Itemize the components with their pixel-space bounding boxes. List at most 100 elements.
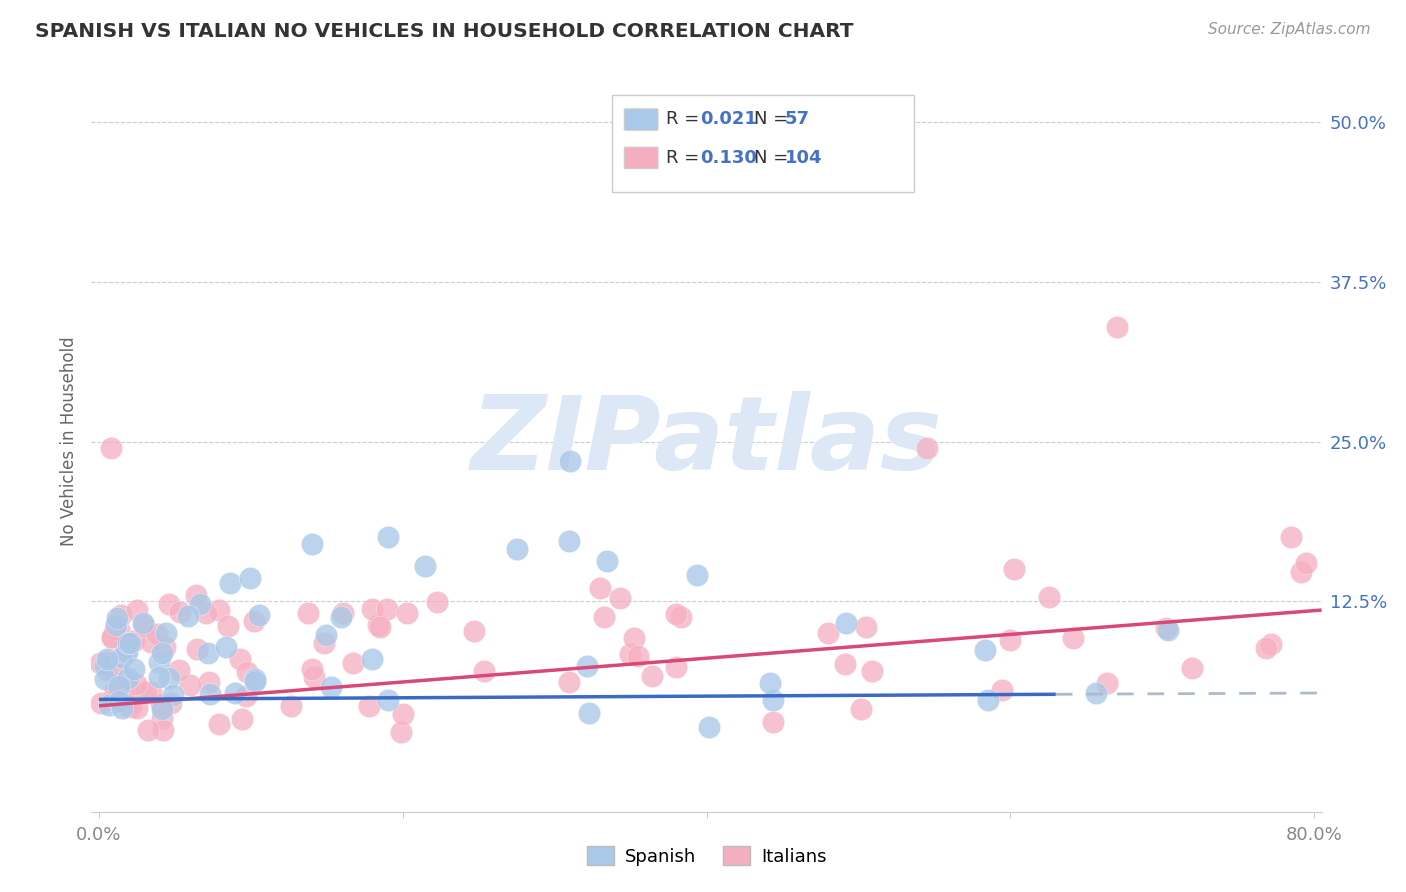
Point <box>120 699 142 714</box>
Point <box>1279 530 1302 544</box>
Text: ZIPatlas: ZIPatlas <box>471 391 942 492</box>
Text: N =: N = <box>754 149 793 167</box>
Point <box>115 643 138 657</box>
Point <box>159 696 181 710</box>
Point <box>117 636 139 650</box>
Point <box>395 606 418 620</box>
Point <box>167 663 190 677</box>
Text: N =: N = <box>754 110 793 128</box>
Point <box>177 608 200 623</box>
Point <box>1157 624 1180 638</box>
Point <box>103 690 125 705</box>
Point <box>359 699 381 714</box>
Point <box>361 652 384 666</box>
Point <box>762 693 785 707</box>
Point <box>665 607 688 621</box>
Point <box>834 657 856 672</box>
Point <box>1256 641 1278 656</box>
Point <box>817 626 839 640</box>
Point <box>360 602 382 616</box>
Point <box>297 606 319 620</box>
Point <box>849 702 872 716</box>
Point <box>107 623 129 637</box>
Point <box>557 534 579 549</box>
Point <box>122 634 145 648</box>
Text: 57: 57 <box>785 110 810 128</box>
Point <box>301 662 323 676</box>
Point <box>239 571 262 585</box>
Point <box>139 685 162 699</box>
Text: 0.021: 0.021 <box>700 110 756 128</box>
Point <box>506 542 529 557</box>
Point <box>169 605 191 619</box>
Point <box>1000 633 1022 648</box>
Point <box>107 682 129 697</box>
Point <box>623 632 645 646</box>
Point <box>578 706 600 721</box>
Point <box>370 620 392 634</box>
Point <box>367 617 389 632</box>
Point <box>697 721 720 735</box>
Point <box>229 652 252 666</box>
Point <box>375 601 398 615</box>
Point <box>224 686 246 700</box>
Point <box>118 696 141 710</box>
Point <box>377 530 399 544</box>
Point <box>125 677 148 691</box>
Point <box>118 636 141 650</box>
Point <box>186 642 208 657</box>
Point <box>115 645 138 659</box>
Point <box>152 723 174 737</box>
Point <box>108 694 131 708</box>
Point <box>150 646 173 660</box>
Point <box>157 671 180 685</box>
Text: 104: 104 <box>785 149 823 167</box>
Point <box>100 631 122 645</box>
Point <box>1095 676 1118 690</box>
Point <box>312 636 335 650</box>
Point <box>208 603 231 617</box>
Point <box>215 640 238 654</box>
Point <box>974 643 997 657</box>
Point <box>389 725 412 739</box>
Text: 0.130: 0.130 <box>700 149 756 167</box>
Point <box>619 647 641 661</box>
Point <box>125 603 148 617</box>
Y-axis label: No Vehicles in Household: No Vehicles in Household <box>59 336 77 547</box>
Point <box>100 441 122 455</box>
Point <box>315 628 337 642</box>
Point <box>117 636 139 650</box>
Point <box>197 646 219 660</box>
Point <box>101 631 124 645</box>
Point <box>146 627 169 641</box>
Point <box>148 670 170 684</box>
Point <box>319 680 342 694</box>
Point <box>198 674 221 689</box>
Point <box>1002 562 1025 576</box>
Point <box>105 618 128 632</box>
Point <box>665 659 688 673</box>
Point <box>1038 591 1060 605</box>
Point <box>1084 686 1107 700</box>
Point <box>247 608 270 623</box>
Point <box>94 672 117 686</box>
Point <box>627 648 650 663</box>
Point <box>89 657 111 671</box>
Point <box>991 683 1014 698</box>
Point <box>1295 556 1317 570</box>
Text: R =: R = <box>666 149 706 167</box>
Point <box>1260 637 1282 651</box>
Point <box>96 663 118 677</box>
Point <box>103 622 125 636</box>
Point <box>589 581 612 595</box>
Point <box>96 651 118 665</box>
Point <box>135 684 157 698</box>
Point <box>302 670 325 684</box>
Point <box>90 696 112 710</box>
Point <box>301 536 323 550</box>
Point <box>219 576 242 591</box>
Point <box>236 665 259 679</box>
Point <box>117 671 139 685</box>
Point <box>127 700 149 714</box>
Point <box>463 624 485 638</box>
